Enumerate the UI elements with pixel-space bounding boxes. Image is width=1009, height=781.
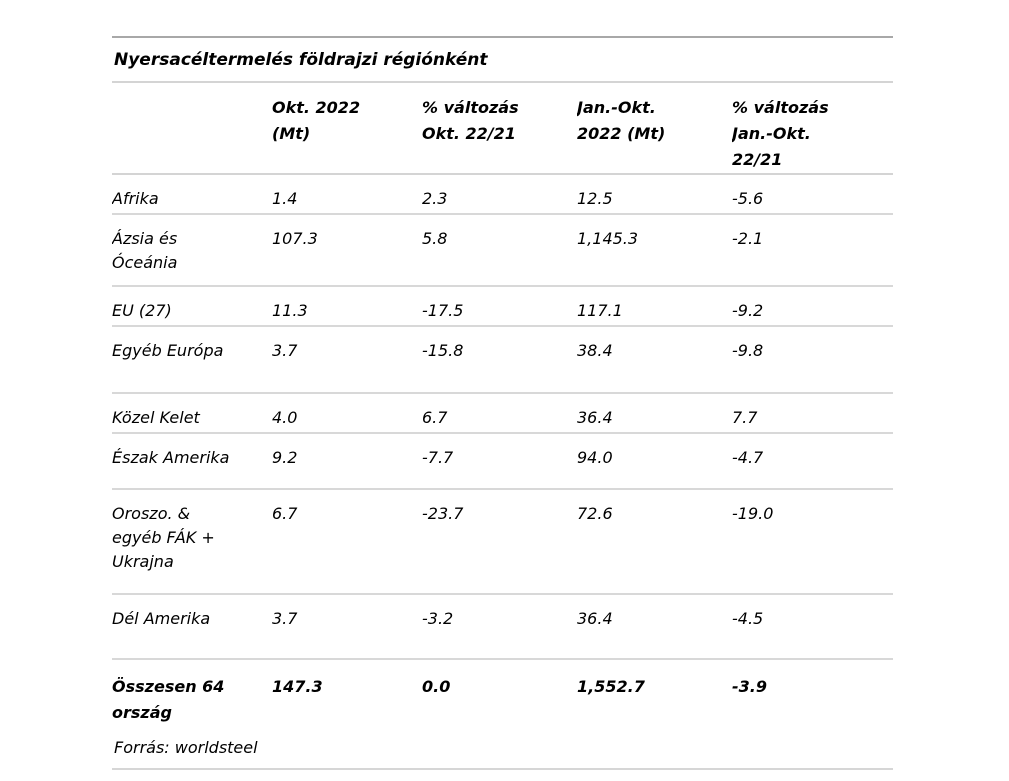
- table-row-egyeb-europa: Egyéb Európa 3.7 -15.8 38.4 -9.8: [112, 326, 893, 394]
- table-row-kozel-kelet: Közel Kelet 4.0 6.7 36.4 7.7: [112, 393, 893, 434]
- value-cell: -4.7: [732, 433, 893, 490]
- value-cell: 1.4: [272, 174, 422, 215]
- table-row-oroszo-fak-ukrajna: Oroszo. & egyéb FÁK + Ukrajna 6.7 -23.7 …: [112, 489, 893, 595]
- table-title: Nyersacéltermelés földrajzi régiónként: [112, 38, 893, 83]
- total-value-cell: 0.0: [422, 677, 451, 696]
- value-cell: 4.0: [272, 393, 422, 434]
- table-row-azsia-oceania: Ázsia és Óceánia 107.3 5.8 1,145.3 -2.1: [112, 214, 893, 287]
- total-value-cell: -3.9: [732, 677, 767, 696]
- table-row-eszak-amerika: Észak Amerika 9.2 -7.7 94.0 -4.7: [112, 433, 893, 490]
- value-cell: 72.6: [577, 489, 732, 595]
- value-cell: 2.3: [422, 174, 577, 215]
- value-cell: 7.7: [732, 393, 893, 434]
- value-cell: 3.7: [272, 594, 422, 660]
- table-row-total: Összesen 64 ország 147.3 0.0 1,552.7 -3.…: [112, 659, 893, 730]
- column-header-jan-okt-2022: Jan.-Okt. 2022 (Mt): [577, 83, 732, 175]
- value-cell: -7.7: [422, 433, 577, 490]
- region-cell: EU (27): [112, 286, 272, 327]
- region-cell: Oroszo. & egyéb FÁK + Ukrajna: [112, 489, 272, 595]
- value-cell: -2.1: [732, 214, 893, 287]
- region-cell: Közel Kelet: [112, 393, 272, 434]
- total-value-cell: 147.3: [272, 677, 323, 696]
- source-note: Forrás: worldsteel: [114, 738, 258, 757]
- value-cell: -4.5: [732, 594, 893, 660]
- column-header-region: [112, 83, 272, 175]
- production-table: Okt. 2022 (Mt) % változás Okt. 22/21 Jan…: [112, 83, 893, 730]
- value-cell: 9.2: [272, 433, 422, 490]
- table-row-afrika: Afrika 1.4 2.3 12.5 -5.6: [112, 174, 893, 215]
- column-header-pct-okt: % változás Okt. 22/21: [422, 83, 577, 175]
- value-cell: 12.5: [577, 174, 732, 215]
- region-cell: Afrika: [112, 174, 272, 215]
- column-header-pct-jan-okt: % változás Jan.-Okt. 22/21: [732, 83, 893, 175]
- value-cell: 5.8: [422, 214, 577, 287]
- value-cell: 6.7: [422, 393, 577, 434]
- region-cell: Ázsia és Óceánia: [112, 214, 272, 287]
- top-divider: [112, 36, 893, 38]
- steel-production-report: Nyersacéltermelés földrajzi régiónként O…: [112, 36, 893, 770]
- table-row-del-amerika: Dél Amerika 3.7 -3.2 36.4 -4.5: [112, 594, 893, 660]
- header-row: Okt. 2022 (Mt) % változás Okt. 22/21 Jan…: [112, 83, 893, 175]
- bottom-divider: [112, 768, 893, 770]
- value-cell: 36.4: [577, 594, 732, 660]
- value-cell: -19.0: [732, 489, 893, 595]
- value-cell: 94.0: [577, 433, 732, 490]
- value-cell: 3.7: [272, 326, 422, 394]
- total-region-cell: Összesen 64 ország: [112, 677, 225, 722]
- value-cell: 11.3: [272, 286, 422, 327]
- value-cell: -15.8: [422, 326, 577, 394]
- value-cell: 36.4: [577, 393, 732, 434]
- value-cell: 117.1: [577, 286, 732, 327]
- region-cell: Dél Amerika: [112, 594, 272, 660]
- column-header-okt-2022: Okt. 2022 (Mt): [272, 83, 422, 175]
- value-cell: -3.2: [422, 594, 577, 660]
- value-cell: -9.2: [732, 286, 893, 327]
- value-cell: 6.7: [272, 489, 422, 595]
- region-cell: Egyéb Európa: [112, 326, 272, 394]
- value-cell: 38.4: [577, 326, 732, 394]
- region-cell: Észak Amerika: [112, 433, 272, 490]
- value-cell: 107.3: [272, 214, 422, 287]
- value-cell: 1,145.3: [577, 214, 732, 287]
- value-cell: -9.8: [732, 326, 893, 394]
- total-value-cell: 1,552.7: [577, 677, 645, 696]
- value-cell: -5.6: [732, 174, 893, 215]
- value-cell: -23.7: [422, 489, 577, 595]
- table-row-eu27: EU (27) 11.3 -17.5 117.1 -9.2: [112, 286, 893, 327]
- value-cell: -17.5: [422, 286, 577, 327]
